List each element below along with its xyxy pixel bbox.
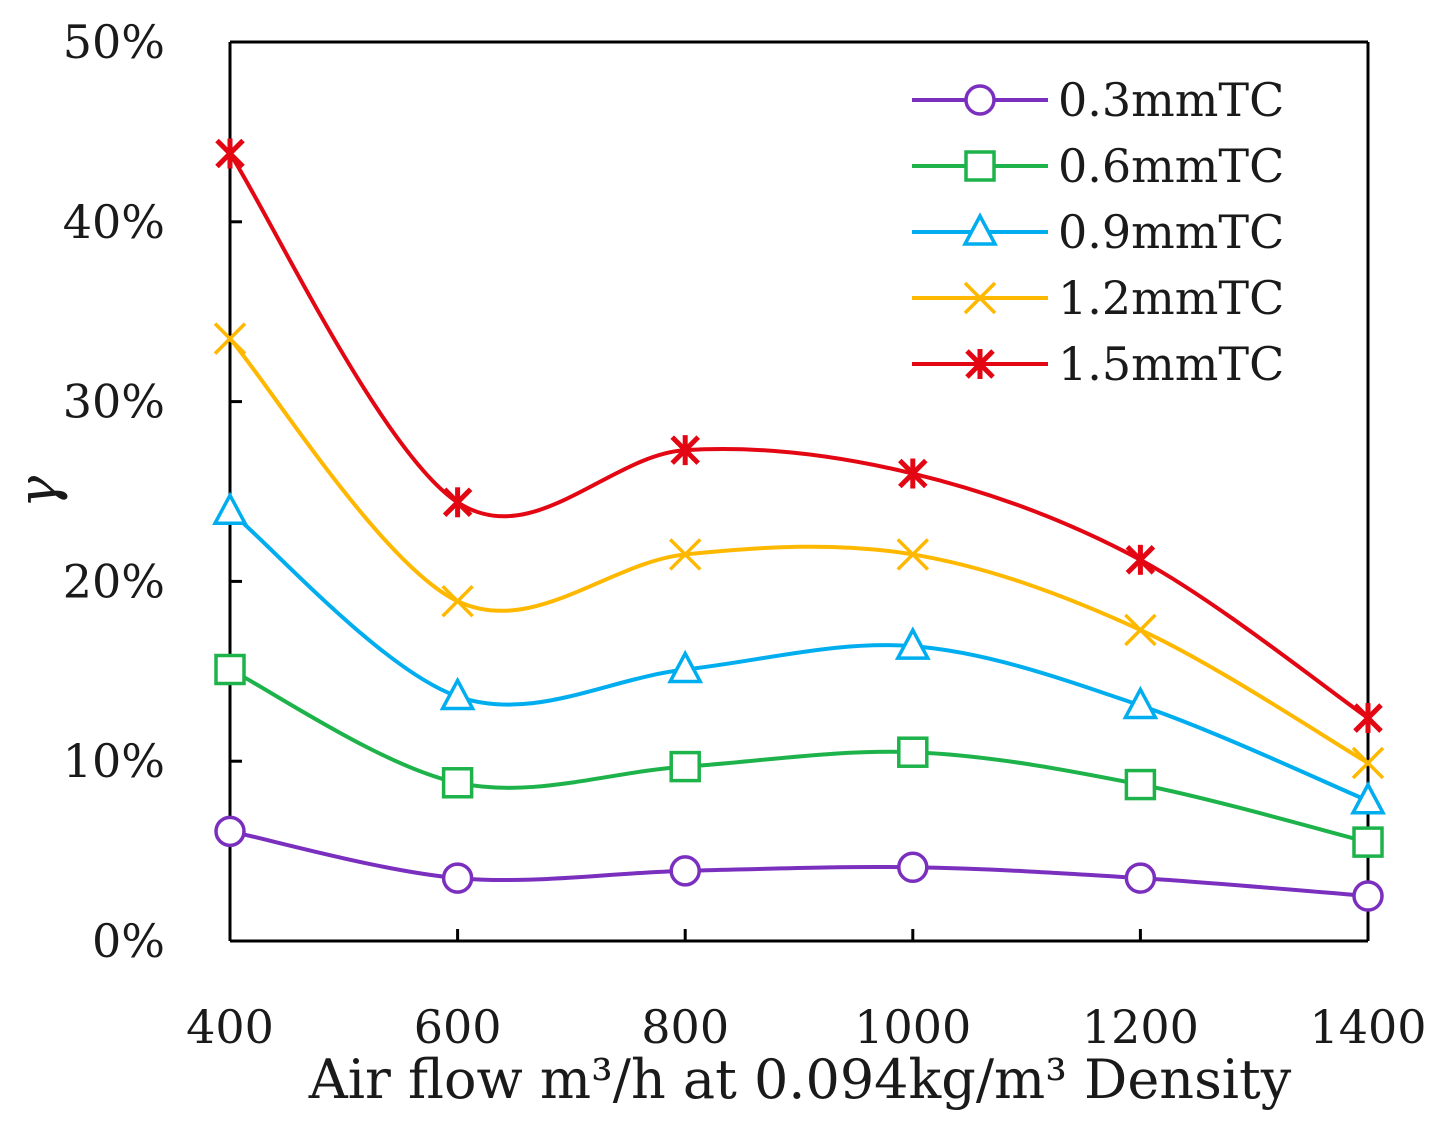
series-0.3mmTC [214,815,1384,912]
x-tick-label: 600 [414,1000,502,1054]
legend-item: 1.2mmTC [912,271,1284,325]
legend-label: 1.2mmTC [1058,271,1284,325]
x-tick-label: 1400 [1309,1000,1426,1054]
y-tick-label: 50% [63,15,165,69]
series-line [228,152,1370,720]
data-point [441,767,474,799]
data-point [439,676,476,711]
data-point [1124,862,1157,894]
series-layer [212,138,1386,912]
marker-stroke [1351,746,1385,780]
legend-item: 0.3mmTC [912,73,1284,127]
data-point [1124,768,1157,801]
data-point [670,435,700,466]
legend-item: 0.9mmTC [912,205,1284,259]
legend-label: 0.9mmTC [1058,205,1284,259]
data-point [1351,746,1385,780]
legend-marker [962,212,998,246]
data-point [1352,826,1384,858]
data-point [669,750,701,783]
series-0.9mmTC [212,491,1386,815]
marker-stroke [213,322,247,355]
marker-stroke [896,538,930,571]
data-point [441,862,474,894]
data-point [1124,613,1157,647]
legend-item: 0.6mmTC [912,139,1284,193]
data-point [441,584,474,618]
data-point [669,855,701,887]
series-line [229,667,1369,845]
series-1.5mmTC [215,138,1383,734]
series-0.6mmTC [214,653,1384,858]
data-point [667,649,704,684]
legend: 0.3mmTC 0.6mmTC 0.9mmTC 1.2mmTC 1.5mmTC [912,73,1284,391]
axes: 0% 10% 20% 30% 40% 50% 400 600 800 1000 1200 1400 [63,15,1427,1054]
data-point [1352,880,1384,912]
legend-item: 1.5mmTC [912,337,1284,391]
marker-stroke [1124,613,1157,647]
data-point [897,851,929,884]
legend-marker [964,150,996,182]
data-point [214,815,246,848]
y-tick-label: 0% [92,914,165,968]
data-point [1353,703,1383,734]
data-point [442,487,473,518]
y-tick-label: 20% [63,554,165,608]
series-1.2mmTC [213,322,1385,780]
series-line [229,829,1369,899]
x-tick-label: 1200 [1082,1000,1199,1054]
data-point [668,538,702,571]
y-tick-label: 40% [63,195,165,249]
data-point [898,458,928,489]
data-point [212,491,248,526]
data-point [897,736,929,768]
legend-marker [964,84,996,116]
marker-stroke [963,281,997,315]
data-point [214,653,246,686]
y-axis-title: γ [6,475,69,508]
x-axis-title: Air flow m³/h at 0.094kg/m³ Density [308,1048,1292,1111]
x-tick-label: 400 [186,1000,274,1054]
marker-stroke [668,538,702,571]
y-tick-label: 10% [63,734,165,788]
marker-stroke [441,584,474,618]
data-point [1350,781,1386,815]
x-tick-label: 800 [641,1000,729,1054]
legend-label: 0.6mmTC [1058,139,1284,193]
legend-label: 0.3mmTC [1058,73,1284,127]
series-line [228,337,1370,765]
data-point [213,322,247,355]
data-point [896,538,930,571]
series-line [228,509,1369,803]
data-point [1125,544,1156,575]
x-tick-label: 1000 [854,1000,971,1054]
legend-marker [965,349,995,379]
y-tick-label: 30% [63,375,165,429]
legend-marker [963,281,997,315]
data-point [894,626,931,660]
data-point [215,138,245,169]
legend-label: 1.5mmTC [1058,337,1284,391]
data-point [1122,685,1159,720]
